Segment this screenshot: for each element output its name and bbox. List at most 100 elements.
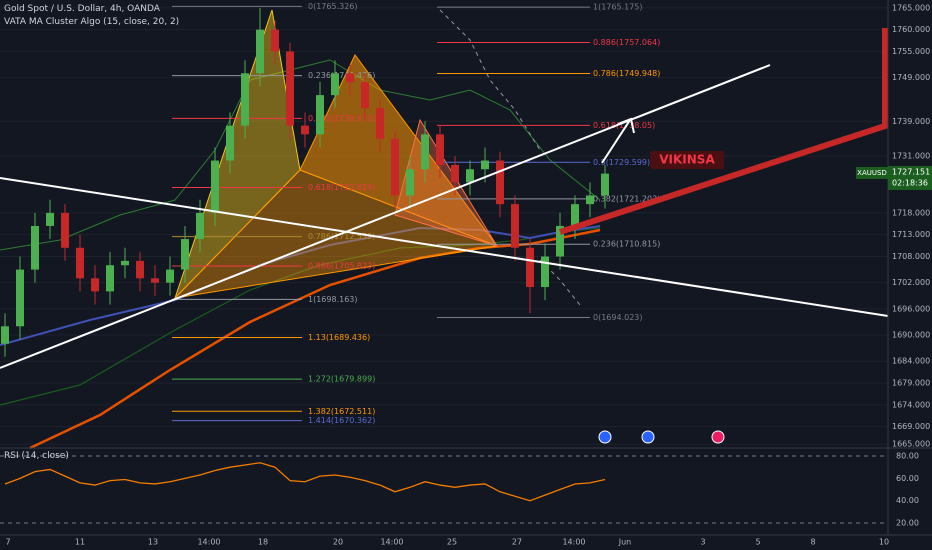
- fib-label: 0.886(1757.064): [593, 38, 660, 47]
- fib-label: 0(1765.326): [308, 2, 358, 11]
- candle-body: [31, 225, 39, 270]
- y-tick-label: 1696.000: [892, 304, 930, 313]
- x-tick-label: 14:00: [380, 538, 403, 547]
- x-tick-label: Jun: [618, 538, 632, 547]
- candle-body: [511, 204, 519, 248]
- projection-line: [559, 122, 889, 235]
- rsi-tick-label: 40.00: [896, 496, 919, 505]
- candle-body: [1, 326, 9, 344]
- label-layer: 1765.000 1760.000 1755.000 1749.000 1739.000…: [5, 3, 932, 547]
- x-tick-label: 25: [447, 538, 457, 547]
- annotation: VIKINSA: [659, 153, 715, 167]
- fib-label: 1.13(1689.436): [308, 333, 370, 342]
- candle-layer: [1, 7, 609, 502]
- candle-body: [376, 108, 384, 139]
- grid-layer: [0, 7, 888, 445]
- y-tick-label: 1669.000: [892, 422, 930, 431]
- trend-line: [0, 64, 771, 369]
- x-tick-label: 13: [148, 538, 158, 547]
- ma-band-upper: [0, 59, 601, 251]
- candle-body: [301, 125, 309, 135]
- candle-body: [541, 256, 549, 288]
- x-tick-label: 8: [810, 538, 815, 547]
- annotation-box: [650, 151, 724, 169]
- candle-body: [106, 265, 114, 292]
- x-tick-label: 10: [879, 538, 889, 547]
- candle-body: [496, 160, 504, 205]
- candle-body: [286, 51, 294, 126]
- fib-label: 1(1698.163): [308, 295, 358, 304]
- price-badge: [888, 165, 932, 190]
- countdown: 02:18:36: [892, 178, 928, 187]
- fib-label: 0.382(1721.203): [593, 194, 660, 203]
- x-tick-label: 5: [755, 538, 760, 547]
- arrow-head: [617, 117, 635, 134]
- rsi-line: [4, 462, 606, 502]
- candle-body: [91, 278, 99, 292]
- fib-label: 0.236(1749.476): [308, 71, 375, 80]
- candle-body: [136, 260, 144, 279]
- y-tick-label: 1702.000: [892, 278, 930, 287]
- y-tick-label: 1755.000: [892, 47, 930, 56]
- candle-body: [211, 160, 219, 213]
- y-tick-label: 1760.000: [892, 25, 930, 34]
- y-tick-label: 1713.000: [892, 230, 930, 239]
- candle-body: [571, 204, 579, 226]
- candle-body: [421, 134, 429, 170]
- y-tick-label: 1679.000: [892, 379, 930, 388]
- rsi-tick-label: 80.00: [896, 452, 919, 461]
- trend-line: [0, 177, 889, 317]
- candle-body: [121, 260, 129, 266]
- y-tick-label: 1674.000: [892, 400, 930, 409]
- fib-label: 0.618(1738.05): [593, 121, 655, 130]
- fib-label: 0.618(1723.819): [308, 183, 375, 192]
- candle-body: [436, 134, 444, 165]
- fib-layer: 0(1765.326) 0.236(1749.476) 0.382(1739.670…: [172, 2, 660, 425]
- candle-body: [361, 82, 369, 109]
- fib-label: 1(1765.175): [593, 3, 643, 12]
- x-tick-label: 14:00: [562, 538, 585, 547]
- candle-body: [466, 169, 474, 183]
- arrow: [601, 119, 631, 164]
- symbol-label: XAUUSD: [857, 169, 887, 177]
- candle-body: [586, 195, 594, 205]
- x-tick-label: 14:00: [197, 538, 220, 547]
- rsi-title: RSI (14, close): [4, 451, 69, 461]
- event-icon[interactable]: [641, 430, 655, 444]
- y-tick-label: 1708.000: [892, 252, 930, 261]
- pattern-2: [394, 118, 499, 247]
- last-price: 1727.151: [892, 167, 930, 176]
- symbol-badge: [856, 166, 888, 179]
- fib-label: 0.886(1705.823): [308, 261, 375, 270]
- fib-label: 0.236(1710.815): [593, 240, 660, 249]
- candle-body: [76, 247, 84, 279]
- candle-body: [391, 138, 399, 196]
- fib-label: 0.786(1749.948): [593, 69, 660, 78]
- event-icon[interactable]: [711, 430, 725, 444]
- candle-body: [406, 169, 414, 196]
- candle-body: [151, 278, 159, 283]
- x-tick-label: 27: [512, 538, 522, 547]
- candle-body: [46, 212, 54, 226]
- candle-body: [226, 125, 234, 161]
- y-tick-label: 1765.000: [892, 3, 930, 12]
- fib-label: 0(1694.023): [593, 313, 643, 322]
- x-tick-label: 20: [333, 538, 343, 547]
- candle-body: [256, 29, 264, 74]
- rsi-tick-label: 20.00: [896, 519, 919, 528]
- rsi-tick-label: 60.00: [896, 474, 919, 483]
- fib-label: 0.5(1729.599): [593, 158, 650, 167]
- candle-body: [241, 73, 249, 126]
- y-tick-label: 1684.000: [892, 357, 930, 366]
- event-icon[interactable]: [598, 430, 612, 444]
- price-axis: [888, 0, 932, 550]
- candle-body: [316, 95, 324, 135]
- x-tick-label: 18: [258, 538, 268, 547]
- x-tick-label: 7: [5, 538, 10, 547]
- candle-body: [481, 160, 489, 170]
- candle-body: [556, 225, 564, 257]
- candle-body: [166, 269, 174, 283]
- candle-body: [601, 173, 609, 196]
- x-tick-label: 3: [700, 538, 705, 547]
